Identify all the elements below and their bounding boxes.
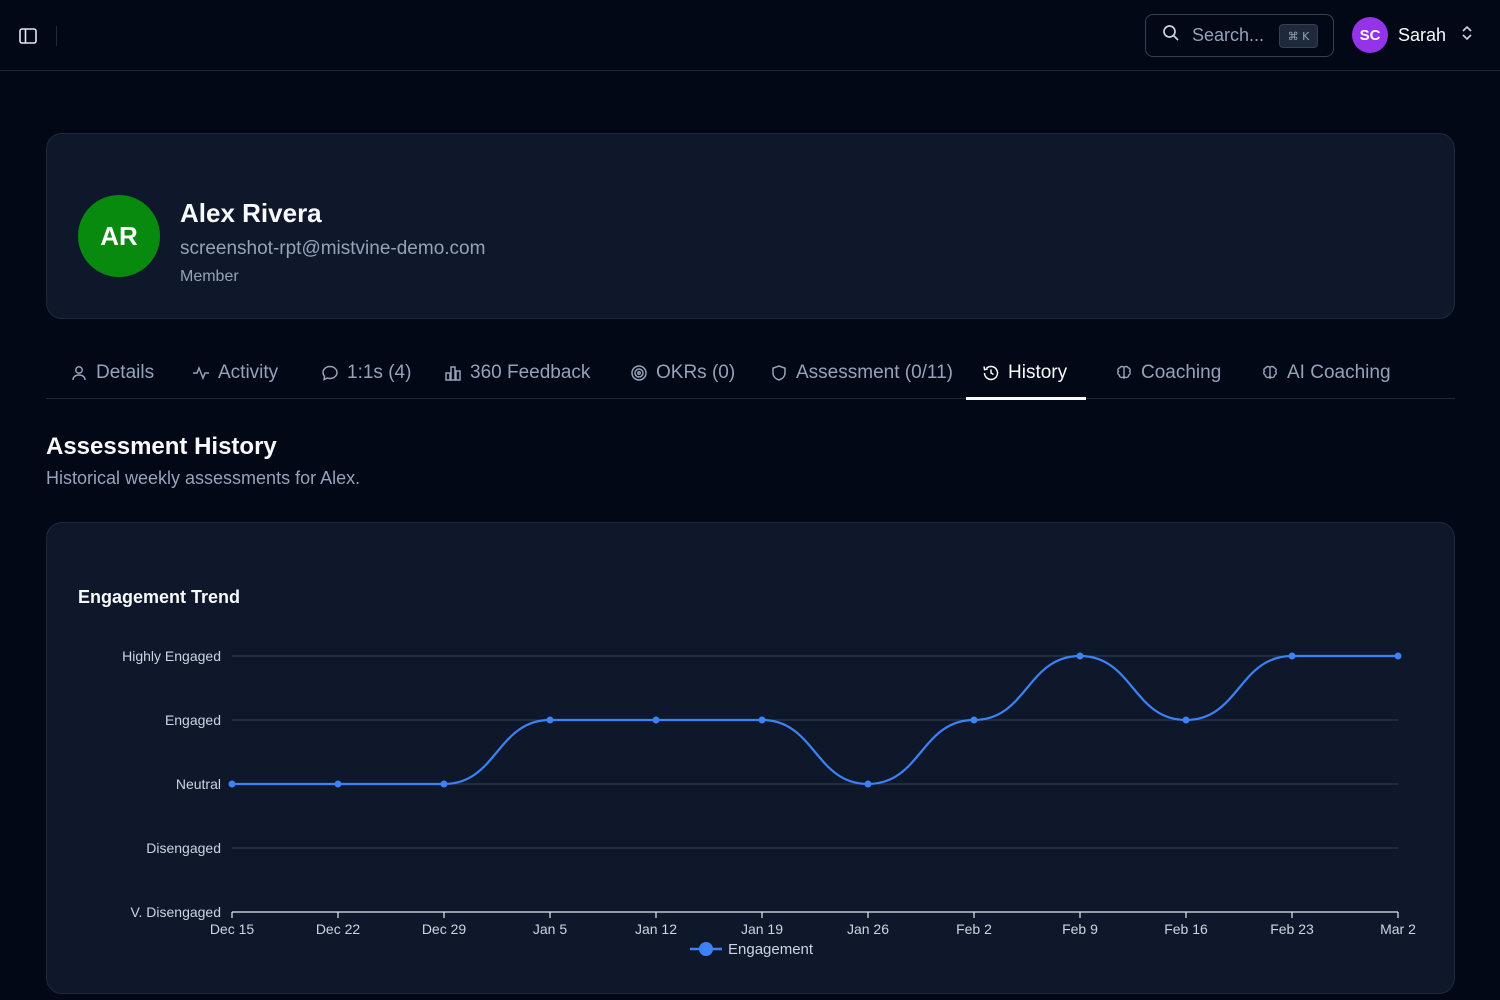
tab-bar: Details Activity 1:1s (4) 360 Feedback O… [46, 347, 1455, 400]
data-point [1076, 652, 1084, 660]
x-tick-label: Jan 12 [635, 921, 677, 937]
data-point [1182, 716, 1190, 724]
x-tick-label: Feb 23 [1270, 921, 1314, 937]
x-tick-label: Mar 2 [1380, 921, 1416, 937]
user-name: Sarah [1398, 24, 1447, 45]
data-point [1288, 652, 1296, 660]
x-tick-label: Feb 16 [1164, 921, 1208, 937]
tab-coaching[interactable]: Coaching [1099, 347, 1237, 399]
user-icon [72, 366, 86, 381]
tab-label: 1:1s (4) [347, 362, 412, 383]
chevrons-up-down-icon [1460, 24, 1474, 47]
activity-icon [193, 365, 209, 381]
data-point [334, 780, 342, 788]
profile-avatar: AR [78, 195, 160, 277]
tab-label: Details [96, 362, 155, 383]
tab-label: AI Coaching [1287, 362, 1391, 383]
data-point [1394, 652, 1402, 660]
search-icon [1162, 24, 1180, 47]
shield-icon [772, 365, 786, 381]
x-tick-label: Dec 29 [422, 921, 467, 937]
search-placeholder: Search... [1192, 25, 1265, 45]
tab-label: 360 Feedback [470, 362, 591, 383]
brain-icon [1117, 365, 1131, 379]
user-menu-button[interactable]: SC Sarah [1352, 17, 1482, 53]
y-tick-label: Disengaged [146, 840, 221, 856]
section-title: Assessment History [46, 433, 277, 460]
y-tick-label: Neutral [176, 776, 221, 792]
tab-ai-coaching[interactable]: AI Coaching [1245, 347, 1407, 399]
tab-360-feedback[interactable]: 360 Feedback [428, 347, 606, 399]
bar-chart-icon [445, 366, 461, 381]
x-tick-label: Feb 9 [1062, 921, 1098, 937]
data-point [546, 716, 554, 724]
tab-label: Coaching [1141, 362, 1222, 383]
target-icon [631, 365, 647, 381]
brain-icon [1263, 365, 1277, 379]
sidebar-toggle-icon[interactable] [16, 24, 40, 48]
engagement-chart: V. Disengaged Disengaged Neutral Engaged Hig… [122, 648, 1416, 958]
tab-history[interactable]: History [966, 347, 1086, 400]
x-tick-label: Dec 22 [316, 921, 361, 937]
avatar: SC [1352, 17, 1388, 53]
legend-marker [699, 942, 713, 956]
data-point [440, 780, 448, 788]
chart-card: Engagement Trend V. Disengaged Disengaged… [46, 522, 1455, 994]
profile-card: AR Alex Rivera screenshot-rpt@mistvine-d… [46, 133, 1455, 319]
x-tick-label: Jan 19 [741, 921, 783, 937]
data-point [652, 716, 660, 724]
tab-label: History [1008, 362, 1068, 383]
profile-name: Alex Rivera [180, 198, 322, 228]
tab-okrs[interactable]: OKRs (0) [614, 347, 751, 399]
history-icon [983, 365, 999, 381]
x-tick-label: Jan 26 [847, 921, 889, 937]
search-input[interactable]: Search... ⌘ K [1145, 14, 1334, 57]
message-icon [322, 365, 338, 381]
profile-role: Member [180, 268, 239, 285]
y-tick-label: Highly Engaged [122, 648, 221, 664]
tab-activity[interactable]: Activity [176, 347, 294, 399]
tab-label: Assessment (0/11) [796, 362, 953, 383]
y-tick-label: Engaged [165, 712, 221, 728]
x-tick-label: Jan 5 [533, 921, 567, 937]
x-tick-label: Feb 2 [956, 921, 992, 937]
x-tick-label: Dec 15 [210, 921, 255, 937]
top-bar: Search... ⌘ K SC Sarah [0, 0, 1500, 71]
data-point [970, 716, 978, 724]
search-shortcut-badge: ⌘ K [1279, 24, 1318, 48]
topbar-divider [56, 26, 57, 46]
profile-email: screenshot-rpt@mistvine-demo.com [180, 238, 486, 259]
tab-details[interactable]: Details [54, 347, 170, 399]
tab-label: Activity [218, 362, 279, 383]
data-point [758, 716, 766, 724]
legend-label: Engagement [728, 941, 814, 958]
tab-assessment[interactable]: Assessment (0/11) [754, 347, 969, 399]
data-point [864, 780, 872, 788]
tab-label: OKRs (0) [656, 362, 736, 383]
chart-title: Engagement Trend [78, 587, 241, 607]
data-point [228, 780, 236, 788]
tab-one-on-ones[interactable]: 1:1s (4) [305, 347, 427, 399]
y-tick-label: V. Disengaged [130, 904, 221, 920]
section-subtitle: Historical weekly assessments for Alex. [46, 468, 361, 488]
